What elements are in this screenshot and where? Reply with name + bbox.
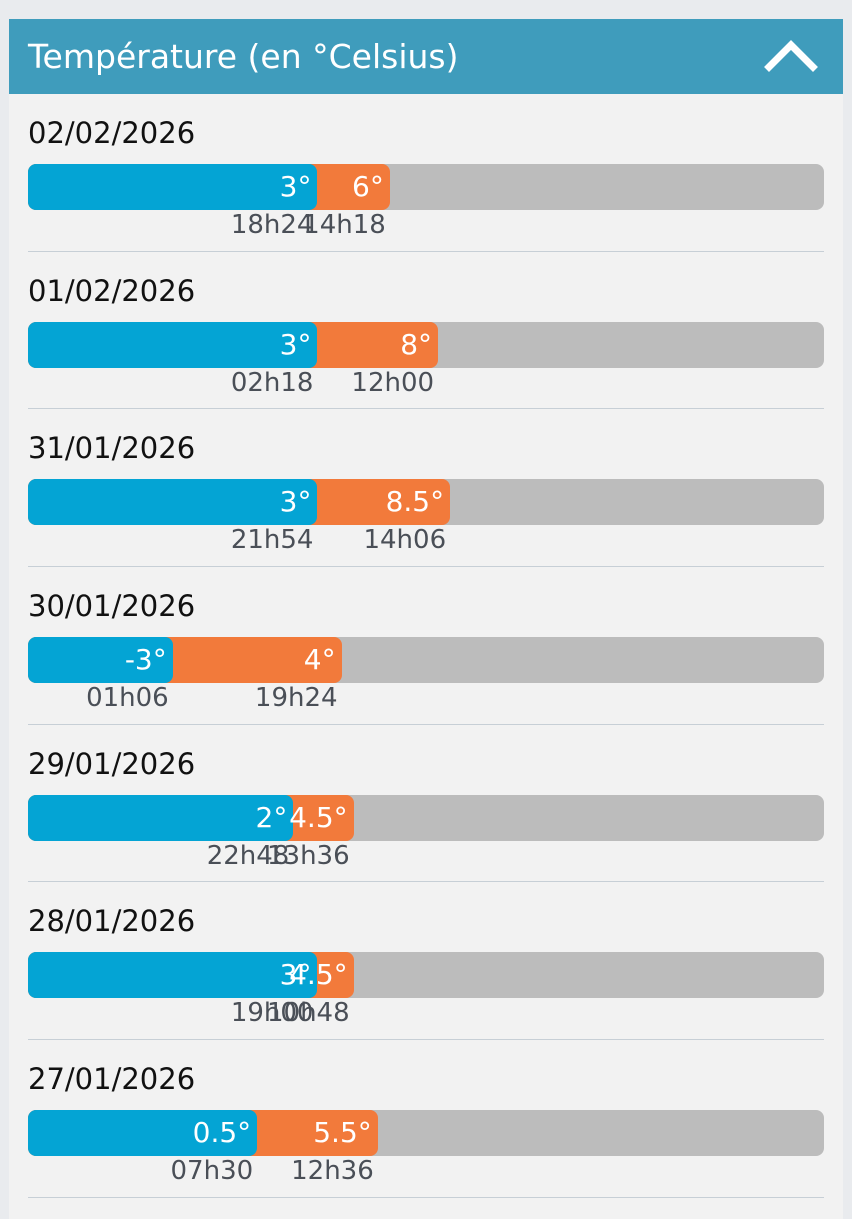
temperature-panel: Température (en °Celsius) 02/02/2026 3° …	[9, 19, 843, 1219]
day-list: 02/02/2026 3° 6° 18h24 14h18 01/02/2026 …	[9, 94, 843, 1198]
temperature-bar-track: 3° 8°	[28, 321, 824, 368]
max-temperature-value: 4°	[303, 643, 336, 677]
day-date: 29/01/2026	[28, 746, 196, 781]
day-date: 02/02/2026	[28, 116, 196, 150]
min-temperature-bar	[28, 321, 318, 368]
min-temperature-bar	[28, 1110, 258, 1157]
min-temperature-bar	[28, 479, 318, 526]
row-divider	[28, 1196, 824, 1198]
min-temperature-time: 22h48	[206, 840, 290, 871]
day-date: 30/01/2026	[28, 589, 196, 624]
chevron-up-icon	[764, 40, 818, 72]
day-date: 01/02/2026	[28, 273, 196, 308]
min-temperature-value: 3°	[279, 170, 312, 203]
max-temperature-time: 19h24	[254, 683, 338, 714]
day-row: 27/01/2026 0.5° 5.5° 07h30 12h36	[9, 1040, 843, 1198]
temperature-bar-track: -3° 4°	[28, 637, 824, 684]
min-temperature-value: 0.5°	[192, 1116, 252, 1150]
day-row: 02/02/2026 3° 6° 18h24 14h18	[9, 94, 843, 252]
temperature-bar-track: 3° 8.5°	[28, 479, 824, 526]
panel-title: Température (en °Celsius)	[28, 37, 459, 76]
temperature-bar-track: 3° 4.5°	[28, 952, 824, 999]
max-temperature-time: 13h36	[266, 840, 350, 871]
max-temperature-value: 4.5°	[289, 958, 348, 992]
min-temperature-value: 3°	[279, 485, 312, 519]
min-temperature-value: 3°	[279, 958, 312, 992]
min-temperature-time: 21h54	[230, 525, 314, 556]
day-row: 28/01/2026 3° 4.5° 19h00 10h48	[9, 882, 843, 1041]
day-row: 30/01/2026 -3° 4° 01h06 19h24	[9, 567, 843, 725]
row-divider	[28, 881, 824, 883]
max-temperature-value: 8°	[400, 327, 433, 361]
row-divider	[28, 723, 824, 725]
row-divider	[28, 1039, 824, 1041]
min-temperature-value: -3°	[124, 643, 167, 677]
day-date: 31/01/2026	[28, 431, 196, 466]
max-temperature-value: 5.5°	[313, 1116, 372, 1150]
min-temperature-time: 19h00	[230, 998, 314, 1029]
temperature-bar-track: 0.5° 5.5°	[28, 1110, 824, 1157]
max-temperature-time: 14h18	[303, 210, 386, 240]
max-temperature-value: 8.5°	[385, 485, 445, 519]
row-divider	[28, 566, 824, 568]
temperature-bar-track: 2° 4.5°	[28, 794, 824, 841]
day-date: 28/01/2026	[28, 904, 196, 939]
day-row: 31/01/2026 3° 8.5° 21h54 14h06	[9, 409, 843, 568]
max-temperature-value: 4.5°	[289, 800, 348, 834]
max-temperature-time: 12h00	[351, 367, 435, 398]
collapse-button[interactable]	[761, 27, 821, 83]
min-temperature-bar	[28, 164, 318, 210]
min-temperature-bar	[28, 794, 294, 841]
row-divider	[28, 250, 824, 252]
max-temperature-time: 10h48	[266, 998, 350, 1029]
min-temperature-time: 18h24	[230, 210, 314, 240]
max-temperature-value: 6°	[352, 170, 384, 203]
min-temperature-bar	[28, 952, 318, 999]
min-temperature-value: 2°	[255, 800, 288, 834]
day-row: 01/02/2026 3° 8° 02h18 12h00	[9, 252, 843, 410]
max-temperature-time: 14h06	[363, 525, 447, 556]
temperature-bar-track: 3° 6°	[28, 164, 824, 210]
min-temperature-time: 02h18	[230, 367, 314, 398]
min-temperature-bar	[28, 637, 173, 684]
row-divider	[28, 408, 824, 410]
day-date: 27/01/2026	[28, 1062, 196, 1097]
min-temperature-time: 01h06	[86, 683, 169, 714]
min-temperature-time: 07h30	[170, 1156, 254, 1187]
day-row: 29/01/2026 2° 4.5° 22h48 13h36	[9, 725, 843, 883]
max-temperature-time: 12h36	[291, 1156, 374, 1187]
panel-header[interactable]: Température (en °Celsius)	[9, 19, 843, 94]
min-temperature-value: 3°	[279, 327, 312, 361]
